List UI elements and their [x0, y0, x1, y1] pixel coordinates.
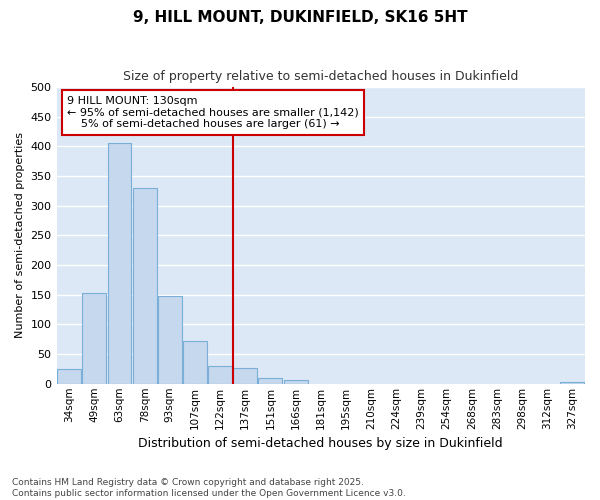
Y-axis label: Number of semi-detached properties: Number of semi-detached properties — [15, 132, 25, 338]
Text: Contains HM Land Registry data © Crown copyright and database right 2025.
Contai: Contains HM Land Registry data © Crown c… — [12, 478, 406, 498]
Bar — [183, 341, 207, 384]
Bar — [284, 380, 308, 384]
Text: 9, HILL MOUNT, DUKINFIELD, SK16 5HT: 9, HILL MOUNT, DUKINFIELD, SK16 5HT — [133, 10, 467, 25]
Bar — [158, 296, 182, 384]
Bar — [133, 188, 157, 384]
Bar — [82, 293, 106, 384]
Title: Size of property relative to semi-detached houses in Dukinfield: Size of property relative to semi-detach… — [123, 70, 518, 83]
X-axis label: Distribution of semi-detached houses by size in Dukinfield: Distribution of semi-detached houses by … — [139, 437, 503, 450]
Bar — [259, 378, 283, 384]
Text: 9 HILL MOUNT: 130sqm
← 95% of semi-detached houses are smaller (1,142)
    5% of: 9 HILL MOUNT: 130sqm ← 95% of semi-detac… — [67, 96, 359, 129]
Bar — [560, 382, 584, 384]
Bar — [107, 144, 131, 384]
Bar — [208, 366, 232, 384]
Bar — [57, 369, 81, 384]
Bar — [233, 368, 257, 384]
